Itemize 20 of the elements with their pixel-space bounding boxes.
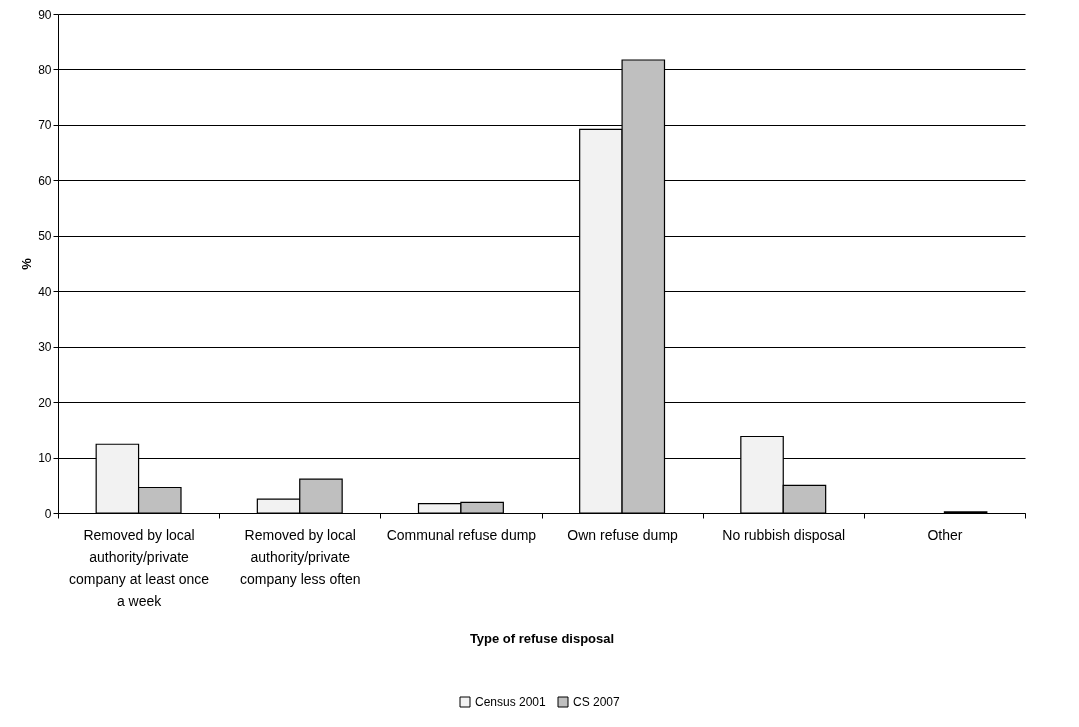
y-axis-title: % [19,257,35,270]
x-axis-title: Type of refuse disposal [469,630,615,646]
x-tick-label: Communal refuse dump [386,526,537,543]
y-tick-label: 50 [38,229,52,244]
y-tick-label: 10 [38,451,52,466]
x-tick-label: No rubbish disposal [722,526,846,543]
y-tick-label: 0 [44,506,52,521]
x-tick-label: Removed by local authority/private company at least once a week [69,526,210,609]
y-tick-label: 80 [38,62,52,77]
y-tick-label: 70 [38,118,52,133]
x-tick-label: Removed by local authority/private company less often [239,526,361,587]
y-tick-label: 40 [38,284,52,299]
legend-label: CS 2007 [573,695,621,709]
x-tick-label: Other [927,526,963,543]
y-tick-label: 20 [38,395,52,410]
y-tick-label: 90 [38,7,52,22]
y-tick-label: 30 [38,340,52,355]
y-tick-label: 60 [38,173,52,188]
x-tick-label: Own refuse dump [567,526,679,543]
legend-label: Census 2001 [475,695,547,709]
